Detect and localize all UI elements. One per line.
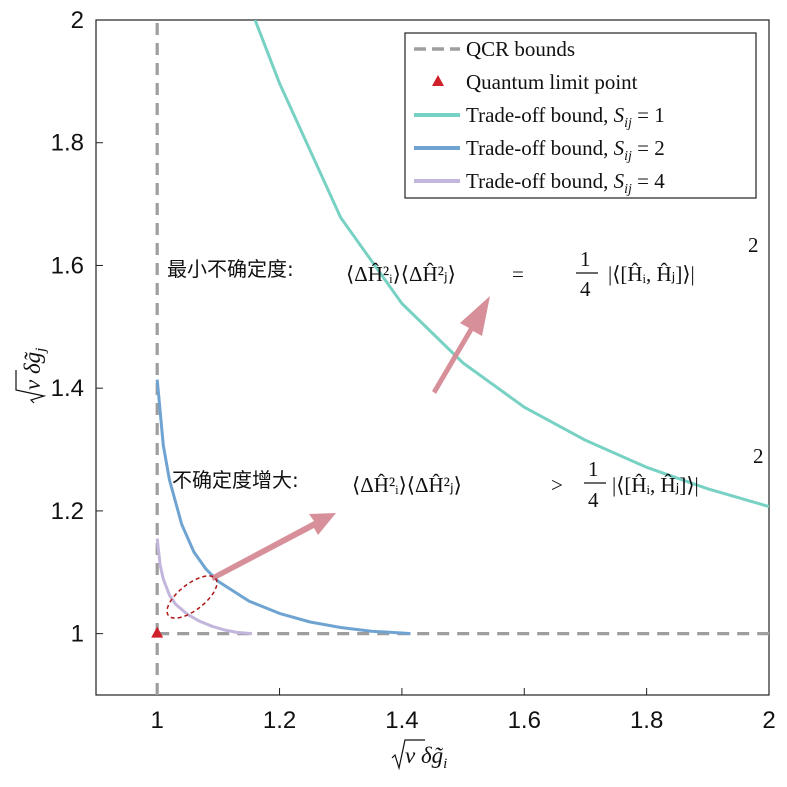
min-uncertainty-eq: = xyxy=(512,262,524,286)
highlight-ellipse xyxy=(166,575,218,619)
legend-box xyxy=(404,32,757,199)
trade-off-curve-s2 xyxy=(155,379,411,636)
plot-curves xyxy=(155,20,769,695)
axis-ticks: 1 1.2 1.4 1.6 1.8 2 1 1.2 1.4 1.6 1.8 2 xyxy=(51,7,776,734)
x-tick-label: 1.4 xyxy=(385,707,418,734)
increased-uncertainty-frac-num: 1 xyxy=(588,457,599,481)
trade-off-curve-s1 xyxy=(253,20,769,509)
x-tick-label: 1.8 xyxy=(630,707,663,734)
y-axis-title: ν δg̃j xyxy=(15,348,49,404)
increased-uncertainty-lhs: ⟨ΔĤ²ᵢ⟩⟨ΔĤ²ⱼ⟩ xyxy=(352,473,462,497)
x-axis-title: ν δg̃i xyxy=(391,739,447,772)
increased-uncertainty-frac-den: 4 xyxy=(588,488,599,512)
x-axis-sqrt-sign xyxy=(391,739,425,771)
x-tick-label: 1.2 xyxy=(263,707,296,734)
arrow-from-ellipse xyxy=(211,513,336,581)
legend: QCR bounds Quantum limit point Trade-off b… xyxy=(404,32,757,199)
arrow-to-s1-curve xyxy=(432,296,490,394)
min-uncertainty-frac-num: 1 xyxy=(580,247,591,271)
legend-label-s4: Trade-off bound, Sij = 4 xyxy=(466,169,665,197)
x-tick-label: 1.6 xyxy=(508,707,541,734)
min-uncertainty-label: 最小不确定度: xyxy=(167,257,294,281)
legend-label-s2: Trade-off bound, Sij = 2 xyxy=(466,136,665,164)
min-uncertainty-rhs: |⟨[Ĥᵢ, Ĥⱼ]⟩| xyxy=(608,262,695,286)
y-axis-label: ν δg̃j xyxy=(20,348,49,390)
legend-label-point: Quantum limit point xyxy=(466,70,638,94)
legend-label-qcr: QCR bounds xyxy=(466,37,575,61)
y-tick-label: 1.6 xyxy=(51,252,84,279)
plot-markers xyxy=(151,626,164,638)
annotation-increased-uncertainty: 不确定度增大: ⟨ΔĤ²ᵢ⟩⟨ΔĤ²ⱼ⟩ > 1 4 |⟨[Ĥᵢ, Ĥⱼ]⟩| … xyxy=(172,444,764,512)
quantum-limit-point-marker xyxy=(151,626,164,638)
y-tick-label: 2 xyxy=(71,7,84,34)
legend-label-s1: Trade-off bound, Sij = 1 xyxy=(466,103,665,131)
annotation-arrows xyxy=(211,296,490,581)
increased-uncertainty-gt: > xyxy=(551,473,563,497)
annotation-min-uncertainty: 最小不确定度: ⟨ΔĤ²ᵢ⟩⟨ΔĤ²ⱼ⟩ = 1 4 |⟨[Ĥᵢ, Ĥⱼ]⟩| … xyxy=(167,233,759,301)
increased-uncertainty-rhs: |⟨[Ĥᵢ, Ĥⱼ]⟩| xyxy=(612,473,699,497)
min-uncertainty-frac-den: 4 xyxy=(580,277,591,301)
y-tick-label: 1 xyxy=(71,621,84,648)
x-tick-label: 2 xyxy=(762,707,775,734)
y-tick-label: 1.8 xyxy=(51,130,84,157)
x-axis-label: ν δg̃i xyxy=(405,743,447,772)
increased-uncertainty-label: 不确定度增大: xyxy=(172,468,299,492)
y-tick-label: 1.4 xyxy=(51,375,84,402)
min-uncertainty-lhs: ⟨ΔĤ²ᵢ⟩⟨ΔĤ²ⱼ⟩ xyxy=(346,262,456,286)
increased-uncertainty-power: 2 xyxy=(753,444,764,468)
legend-swatch-point xyxy=(432,75,444,86)
y-axis-sqrt-sign xyxy=(15,370,47,404)
min-uncertainty-power: 2 xyxy=(748,233,759,257)
x-tick-label: 1 xyxy=(151,707,164,734)
y-tick-label: 1.2 xyxy=(51,498,84,525)
